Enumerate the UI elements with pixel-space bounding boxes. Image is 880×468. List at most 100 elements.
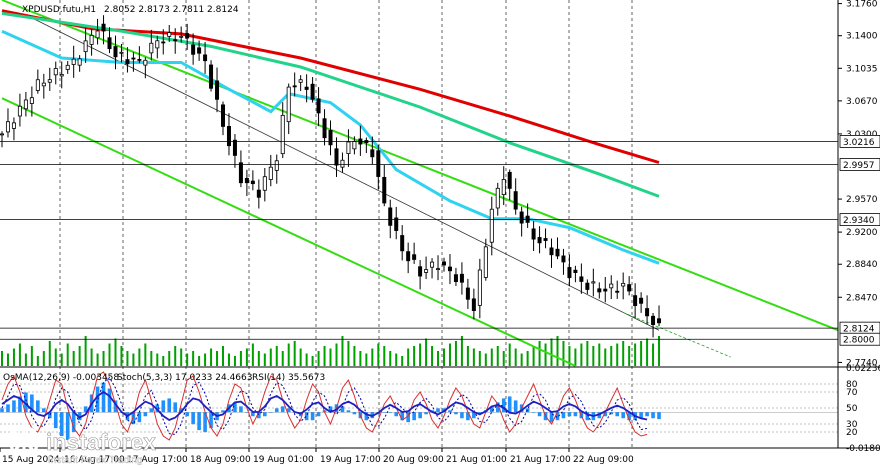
osma-bar (167, 398, 172, 413)
osma-bar (537, 412, 542, 417)
candle-body (35, 79, 40, 91)
osma-bar (47, 412, 52, 419)
candle-body (585, 282, 590, 290)
oscillator-level-label: 20 (846, 428, 858, 438)
osma-bar (418, 412, 422, 419)
osma-bar (501, 398, 506, 413)
osma-bar (113, 400, 118, 413)
candle-body (549, 247, 554, 256)
candle-body (627, 284, 632, 292)
price-tick-label: 3.1400 (846, 32, 878, 42)
osma-bar (239, 406, 243, 413)
osma-bar (137, 412, 142, 423)
osma-bar (149, 408, 154, 413)
candle-body (430, 261, 435, 268)
osma-bar (233, 402, 237, 413)
oscillator-tick-label: 0.02236 (846, 364, 880, 374)
chart-ohlc-quote: 2.8052 2.8173 2.7811 2.8124 (104, 5, 239, 15)
osma-bar (161, 400, 166, 413)
candle-body (651, 315, 656, 325)
time-tick-label: 17 Aug 17:00 (127, 455, 188, 465)
time-tick-label: 22 Aug 09:00 (573, 455, 634, 465)
candle-body (226, 126, 231, 147)
osma-bar (42, 408, 46, 413)
candle-body (268, 166, 273, 180)
candle-body (579, 276, 584, 282)
candle-body (573, 269, 578, 273)
candle-body (657, 318, 662, 324)
osma-bar (143, 412, 148, 417)
osma-bar (53, 412, 58, 429)
candle-body (352, 141, 357, 150)
channel-line (1, 97, 576, 367)
price-tick-label: 3.0300 (846, 130, 878, 140)
osma-bar (203, 412, 207, 433)
time-tick-label: 19 Aug 17:00 (320, 455, 381, 465)
osma-bar (651, 412, 655, 419)
candle-body (376, 150, 381, 177)
price-tick-label: 2.8470 (846, 293, 878, 303)
candle-body (41, 82, 46, 87)
osma-bar (286, 408, 291, 413)
candle-body (346, 141, 351, 154)
osma-bar (472, 412, 476, 419)
candle-body (167, 32, 172, 37)
osma-bar (388, 412, 393, 413)
candle-body (256, 189, 261, 198)
candle-body (125, 59, 130, 65)
candle-body (262, 176, 267, 191)
osma-bar (585, 412, 590, 421)
price-marker-box (839, 135, 880, 148)
rsi-indicator-label: RSI(14) 35.5673 (252, 373, 325, 383)
candle-body (161, 41, 166, 44)
candle-body (555, 248, 560, 257)
candle-body (603, 288, 608, 292)
osma-indicator-label: OsMA(12,26,9) -0.003458 (3, 373, 119, 383)
candle-body (137, 59, 142, 61)
osma-bar (316, 412, 321, 417)
osma-bar (400, 412, 404, 421)
price-marker-box (839, 158, 880, 171)
osma-bar (12, 400, 16, 413)
osma-bar (245, 412, 249, 413)
candle-body (447, 266, 452, 272)
osma-bar (448, 410, 452, 413)
candle-body (513, 191, 518, 210)
candle-body (477, 269, 482, 306)
rsi-line (1, 390, 648, 422)
candle-body (340, 159, 345, 168)
candle-body (173, 39, 178, 42)
candle-body (394, 217, 399, 231)
candle-body (203, 54, 208, 62)
candle-body (107, 37, 112, 50)
osma-bar (101, 382, 106, 413)
chart-symbol-title: XPDUSD.futu,H1 (22, 5, 96, 15)
candle-body (119, 51, 124, 54)
time-tick-label: 21 Aug 01:00 (446, 455, 507, 465)
candle-body (191, 44, 196, 55)
osma-bar (412, 412, 416, 421)
osma-bar (573, 412, 578, 417)
osma-bar (185, 412, 189, 417)
candle-body (316, 98, 321, 114)
candle-body (436, 268, 441, 271)
osma-bar (645, 412, 649, 417)
osma-bar (364, 412, 369, 421)
osma-bar (621, 412, 625, 419)
osma-bar (18, 396, 22, 413)
stoch-indicator-label: Stoch(5,3,3) 17.0233 24.4663 (117, 373, 252, 383)
candle-body (286, 86, 291, 123)
time-tick-label: 19 Aug 01:00 (253, 455, 314, 465)
time-tick-label: 15 Aug 2024 (2, 455, 60, 465)
osma-bar (507, 396, 512, 413)
candle-body (209, 64, 214, 89)
osma-bar (263, 412, 267, 417)
oscillator-level-label: 50 (846, 404, 858, 414)
candle-body (567, 267, 572, 278)
osma-bar (454, 412, 458, 415)
osma-bar (24, 392, 28, 413)
